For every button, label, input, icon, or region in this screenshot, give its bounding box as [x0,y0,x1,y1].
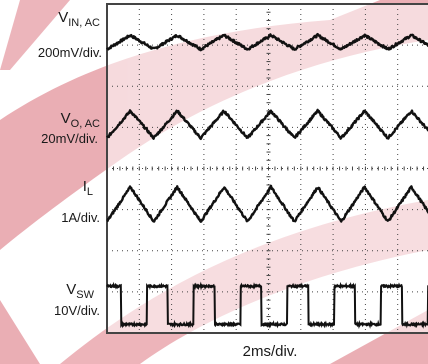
trace-vsw [106,281,428,330]
il-name: I [83,178,87,195]
svg-text:VSW: VSW [66,281,94,301]
trace-label-vin: VIN, AC 200mV/div. [38,9,102,60]
vsw-name: V [66,281,76,298]
trace-label-vo: VO, AC 20mV/div. [41,110,100,146]
x-axis-label: 2ms/div. [243,343,298,360]
scope-grid [106,3,428,334]
il-scale: 1A/div. [61,210,100,225]
trace-label-vsw: VSW 10V/div. [54,281,100,318]
svg-text:IL: IL [83,178,93,198]
il-subscript: L [87,186,93,198]
vo-name: V [61,110,71,127]
trace-label-il: IL 1A/div. [61,178,100,225]
vsw-subscript: SW [76,289,94,301]
vin-scale: 200mV/div. [38,45,102,60]
trace-vin [106,32,428,52]
scope-traces [106,32,428,330]
vo-subscript: O, AC [71,118,100,130]
vo-scale: 20mV/div. [41,131,98,146]
trace-vo [106,108,428,141]
vin-name: V [58,9,68,26]
trace-il [106,184,428,223]
svg-text:VIN, AC: VIN, AC [58,9,100,29]
vsw-scale: 10V/div. [54,303,100,318]
vin-subscript: IN, AC [68,17,100,29]
svg-text:VO, AC: VO, AC [61,110,100,130]
